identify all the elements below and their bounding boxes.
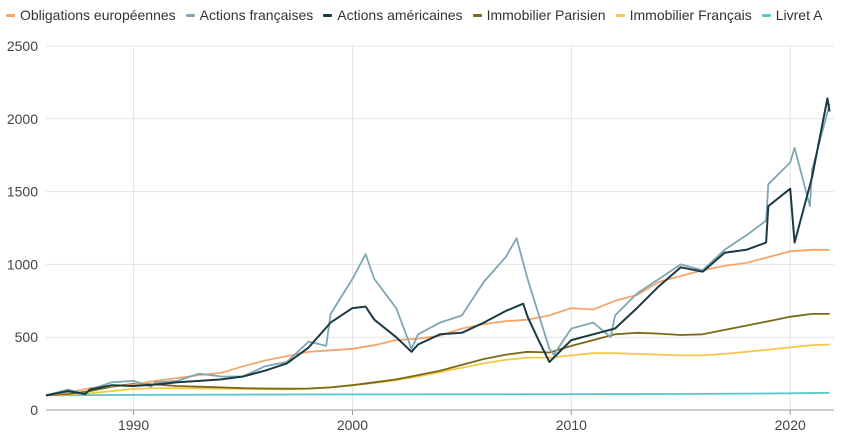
legend-swatch [761,13,771,17]
legend-label: Immobilier Parisien [486,7,606,23]
legend-swatch [6,13,15,17]
series-line-livret-a [45,391,830,397]
y-tick-label: 1500 [7,184,38,200]
y-tick-label: 2500 [7,38,38,54]
grid [46,45,834,415]
legend-item-livret-a[interactable]: Livret A [761,7,823,23]
legend-label: Immobilier Français [629,7,752,23]
series-line-actions-francaises [45,103,831,397]
legend-swatch [615,13,625,17]
legend-item-actions-francaises[interactable]: Actions françaises [185,7,314,23]
x-tick-label: 1990 [118,417,149,433]
series-layer [45,97,831,397]
x-tick-label: 2020 [775,417,806,433]
y-tick-label: 2000 [7,111,38,127]
y-tick-label: 1000 [7,256,38,272]
series-line-actions-americaines [45,97,831,397]
series-line-obligations-europeennes [45,248,830,397]
legend: Obligations européennes Actions française… [6,4,832,26]
legend-label: Livret A [775,7,823,23]
legend-label: Actions américaines [337,7,463,23]
legend-swatch [185,13,195,17]
legend-label: Actions françaises [199,7,314,23]
y-tick-label: 500 [15,329,39,345]
legend-swatch [472,13,482,17]
y-tick-label: 0 [30,402,38,418]
series-line-immobilier-francais [45,343,830,397]
series-line-immobilier-parisien [45,313,830,397]
legend-item-actions-americaines[interactable]: Actions américaines [323,7,463,23]
legend-item-immobilier-parisien[interactable]: Immobilier Parisien [472,7,606,23]
x-tick-label: 2000 [337,417,368,433]
legend-item-immobilier-francais[interactable]: Immobilier Français [615,7,752,23]
legend-label: Obligations européennes [20,7,176,23]
legend-swatch [323,13,333,17]
x-tick-label: 2010 [556,417,587,433]
legend-item-obligations-europeennes[interactable]: Obligations européennes [6,7,176,23]
axis-layer: 0 500 1000 1500 2000 2500 1990 2000 2010 2020 [7,38,834,433]
